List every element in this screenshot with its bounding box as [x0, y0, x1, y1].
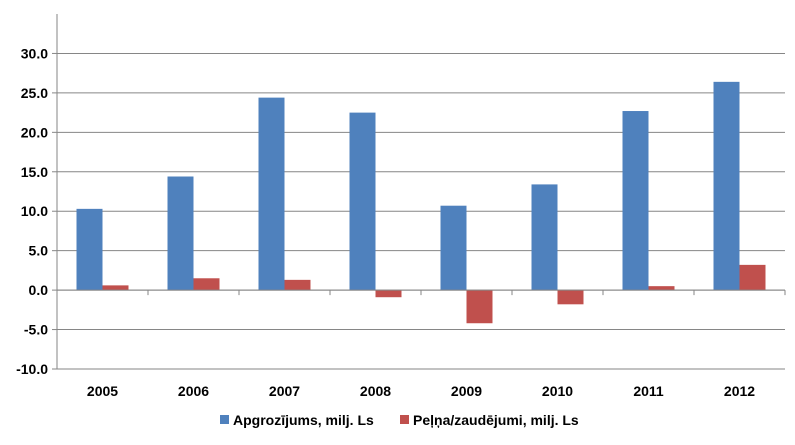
bar-2008-apgrozijums	[349, 112, 376, 291]
y-tick-label: -5.0	[24, 322, 48, 338]
legend: Apgrozījums, milj. Ls Peļņa/zaudējumi, mi…	[220, 412, 579, 428]
bar-2010-apgrozijums	[531, 184, 558, 291]
x-tick-label: 2006	[178, 383, 209, 399]
legend-swatch-pelna	[400, 415, 409, 424]
legend-label-apgrozijums: Apgrozījums, milj. Ls	[233, 412, 374, 428]
legend-label-pelna: Peļņa/zaudējumi, milj. Ls	[413, 412, 579, 428]
x-tick-label: 2008	[360, 383, 391, 399]
bar-2010-pelna	[557, 290, 584, 305]
bars	[76, 81, 766, 324]
x-tick-label: 2011	[633, 383, 664, 399]
y-tick-label: 5.0	[29, 243, 49, 259]
gridlines	[52, 52, 785, 370]
bar-2006-pelna	[193, 278, 220, 291]
bar-2012-apgrozijums	[713, 81, 740, 291]
y-tick-label: 0.0	[29, 282, 49, 298]
y-tick-label: 20.0	[21, 124, 48, 140]
series-pelna-zaudejumi	[102, 264, 766, 324]
bar-2009-pelna	[466, 290, 493, 324]
bar-2007-apgrozijums	[258, 97, 285, 291]
bar-2011-apgrozijums	[622, 111, 649, 291]
x-tick-label: 2009	[451, 383, 482, 399]
bar-2005-pelna	[102, 285, 129, 291]
bar-2007-pelna	[284, 279, 311, 291]
bar-2008-pelna	[375, 290, 402, 298]
x-axis-tick-labels: 2005 2006 2007 2008 2009 2010 2011 2012	[87, 383, 755, 399]
y-tick-label: 15.0	[21, 164, 48, 180]
bar-2011-pelna	[648, 286, 675, 291]
bar-2009-apgrozijums	[440, 205, 467, 291]
y-tick-label: 10.0	[21, 203, 48, 219]
bar-2006-apgrozijums	[167, 176, 194, 291]
y-tick-label: 25.0	[21, 85, 48, 101]
x-tick-label: 2012	[724, 383, 755, 399]
x-tick-label: 2005	[87, 383, 118, 399]
series-apgrozijums	[76, 81, 740, 291]
x-tick-label: 2007	[269, 383, 300, 399]
y-tick-label: 30.0	[21, 45, 48, 61]
axes	[56, 14, 786, 369]
legend-swatch-apgrozijums	[220, 415, 229, 424]
bar-2012-pelna	[739, 264, 766, 291]
bar-2005-apgrozijums	[76, 208, 103, 291]
y-axis-tick-labels: -10.0 -5.0 0.0 5.0 10.0 15.0 20.0 25.0 30.0	[16, 45, 48, 377]
y-tick-label: -10.0	[16, 361, 48, 377]
x-tick-label: 2010	[542, 383, 573, 399]
